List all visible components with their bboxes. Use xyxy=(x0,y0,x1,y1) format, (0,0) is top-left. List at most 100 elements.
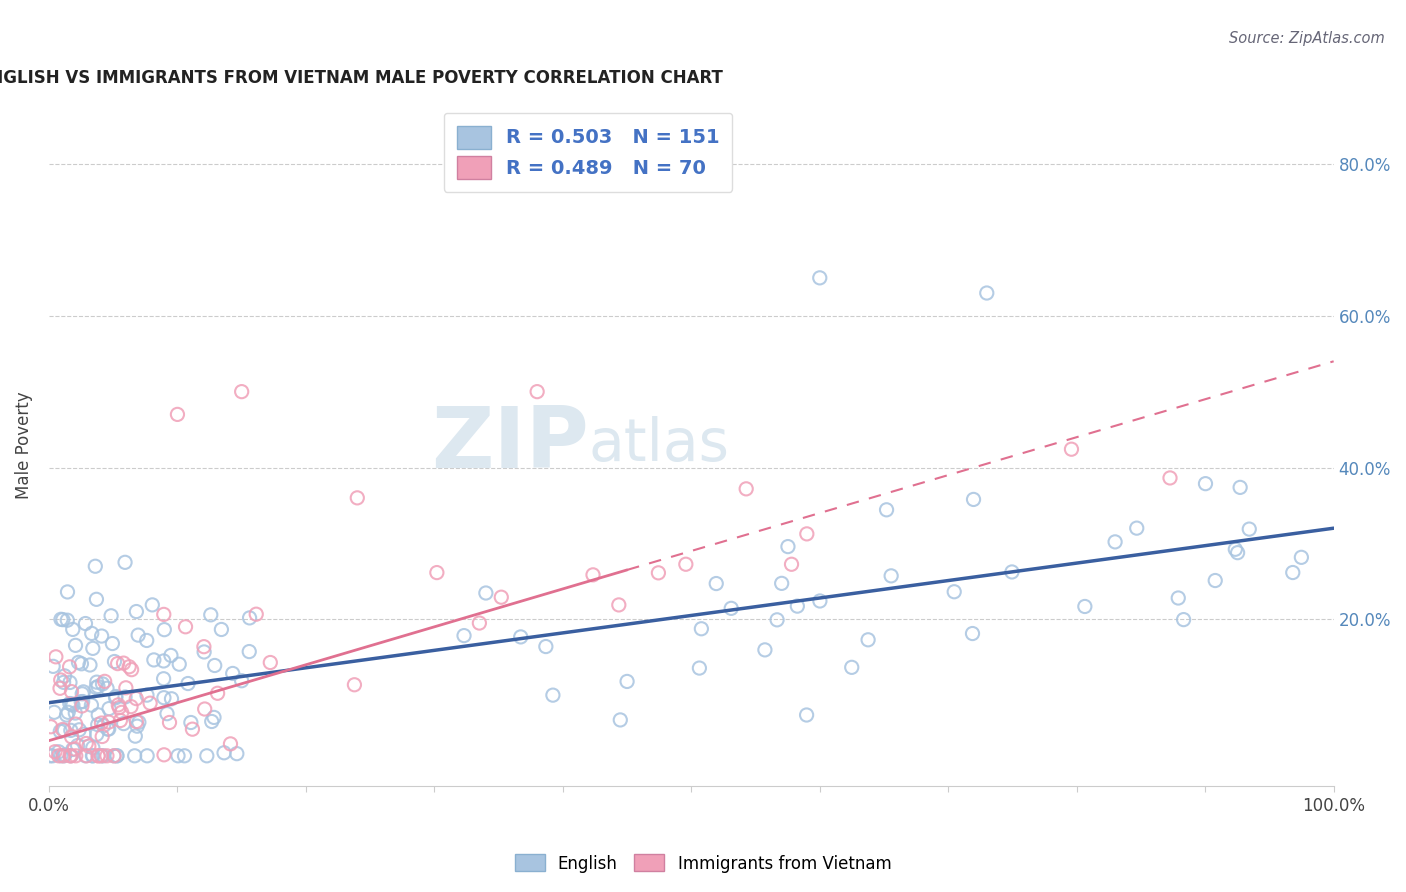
Point xyxy=(181,722,204,736)
Point xyxy=(238,644,260,658)
Point xyxy=(343,678,366,692)
Point xyxy=(87,680,110,694)
Point xyxy=(124,729,146,743)
Point xyxy=(62,742,84,756)
Point xyxy=(86,675,108,690)
Point xyxy=(1167,591,1189,605)
Point xyxy=(97,722,120,736)
Point xyxy=(526,384,548,399)
Point xyxy=(127,628,149,642)
Point xyxy=(1229,480,1251,494)
Point xyxy=(786,599,808,614)
Point xyxy=(180,715,202,730)
Point xyxy=(65,639,87,653)
Point xyxy=(84,681,107,695)
Point xyxy=(125,605,148,619)
Point xyxy=(60,684,83,698)
Point xyxy=(107,698,129,712)
Point xyxy=(876,503,898,517)
Point xyxy=(105,748,128,763)
Point xyxy=(97,722,120,736)
Point xyxy=(96,681,118,696)
Point xyxy=(70,695,93,709)
Point xyxy=(128,715,150,730)
Point xyxy=(114,690,136,704)
Point xyxy=(212,746,235,760)
Point xyxy=(856,632,879,647)
Point xyxy=(87,717,110,731)
Point xyxy=(49,673,72,687)
Point xyxy=(1074,599,1097,614)
Point xyxy=(1001,565,1024,579)
Point xyxy=(222,666,245,681)
Point xyxy=(70,687,93,701)
Point xyxy=(53,669,76,683)
Point xyxy=(114,555,136,569)
Point xyxy=(880,569,903,583)
Point xyxy=(159,715,181,730)
Point xyxy=(59,660,82,674)
Point xyxy=(1060,442,1083,457)
Point xyxy=(70,657,93,671)
Point xyxy=(48,748,70,763)
Point xyxy=(675,558,697,572)
Point xyxy=(42,659,65,673)
Point xyxy=(82,748,104,763)
Point xyxy=(582,567,605,582)
Point xyxy=(67,723,90,737)
Point xyxy=(90,716,112,731)
Point xyxy=(82,748,104,763)
Point xyxy=(77,739,100,754)
Point xyxy=(72,685,94,699)
Point xyxy=(193,640,215,654)
Point xyxy=(93,748,115,763)
Point xyxy=(110,714,132,728)
Point xyxy=(841,660,863,674)
Point xyxy=(766,613,789,627)
Point xyxy=(475,586,498,600)
Point xyxy=(55,708,77,723)
Point xyxy=(1194,476,1216,491)
Point xyxy=(107,657,129,671)
Point xyxy=(52,675,75,690)
Point xyxy=(720,601,742,615)
Point xyxy=(153,623,176,637)
Point xyxy=(48,745,70,759)
Point xyxy=(75,748,97,763)
Point xyxy=(59,675,82,690)
Point xyxy=(45,649,67,664)
Point xyxy=(195,748,218,763)
Point xyxy=(142,653,165,667)
Point xyxy=(100,608,122,623)
Point xyxy=(346,491,368,505)
Point xyxy=(153,690,176,705)
Point xyxy=(156,706,179,721)
Point xyxy=(177,676,200,690)
Point xyxy=(468,615,491,630)
Point xyxy=(121,663,143,677)
Point xyxy=(87,748,110,763)
Point xyxy=(80,698,103,712)
Point xyxy=(65,706,87,720)
Point xyxy=(75,736,97,750)
Point xyxy=(780,558,803,572)
Point xyxy=(136,688,159,702)
Point xyxy=(115,681,138,695)
Point xyxy=(541,688,564,702)
Point xyxy=(194,702,217,716)
Point xyxy=(166,408,188,422)
Point xyxy=(796,527,818,541)
Point xyxy=(1226,546,1249,560)
Point xyxy=(125,714,148,729)
Point xyxy=(219,737,242,751)
Point xyxy=(534,640,557,654)
Point xyxy=(49,748,72,763)
Point xyxy=(153,747,176,762)
Point xyxy=(647,566,669,580)
Point xyxy=(101,636,124,650)
Point xyxy=(259,656,281,670)
Point xyxy=(152,654,174,668)
Point xyxy=(704,576,727,591)
Text: ZIP: ZIP xyxy=(430,403,589,486)
Point xyxy=(49,612,72,626)
